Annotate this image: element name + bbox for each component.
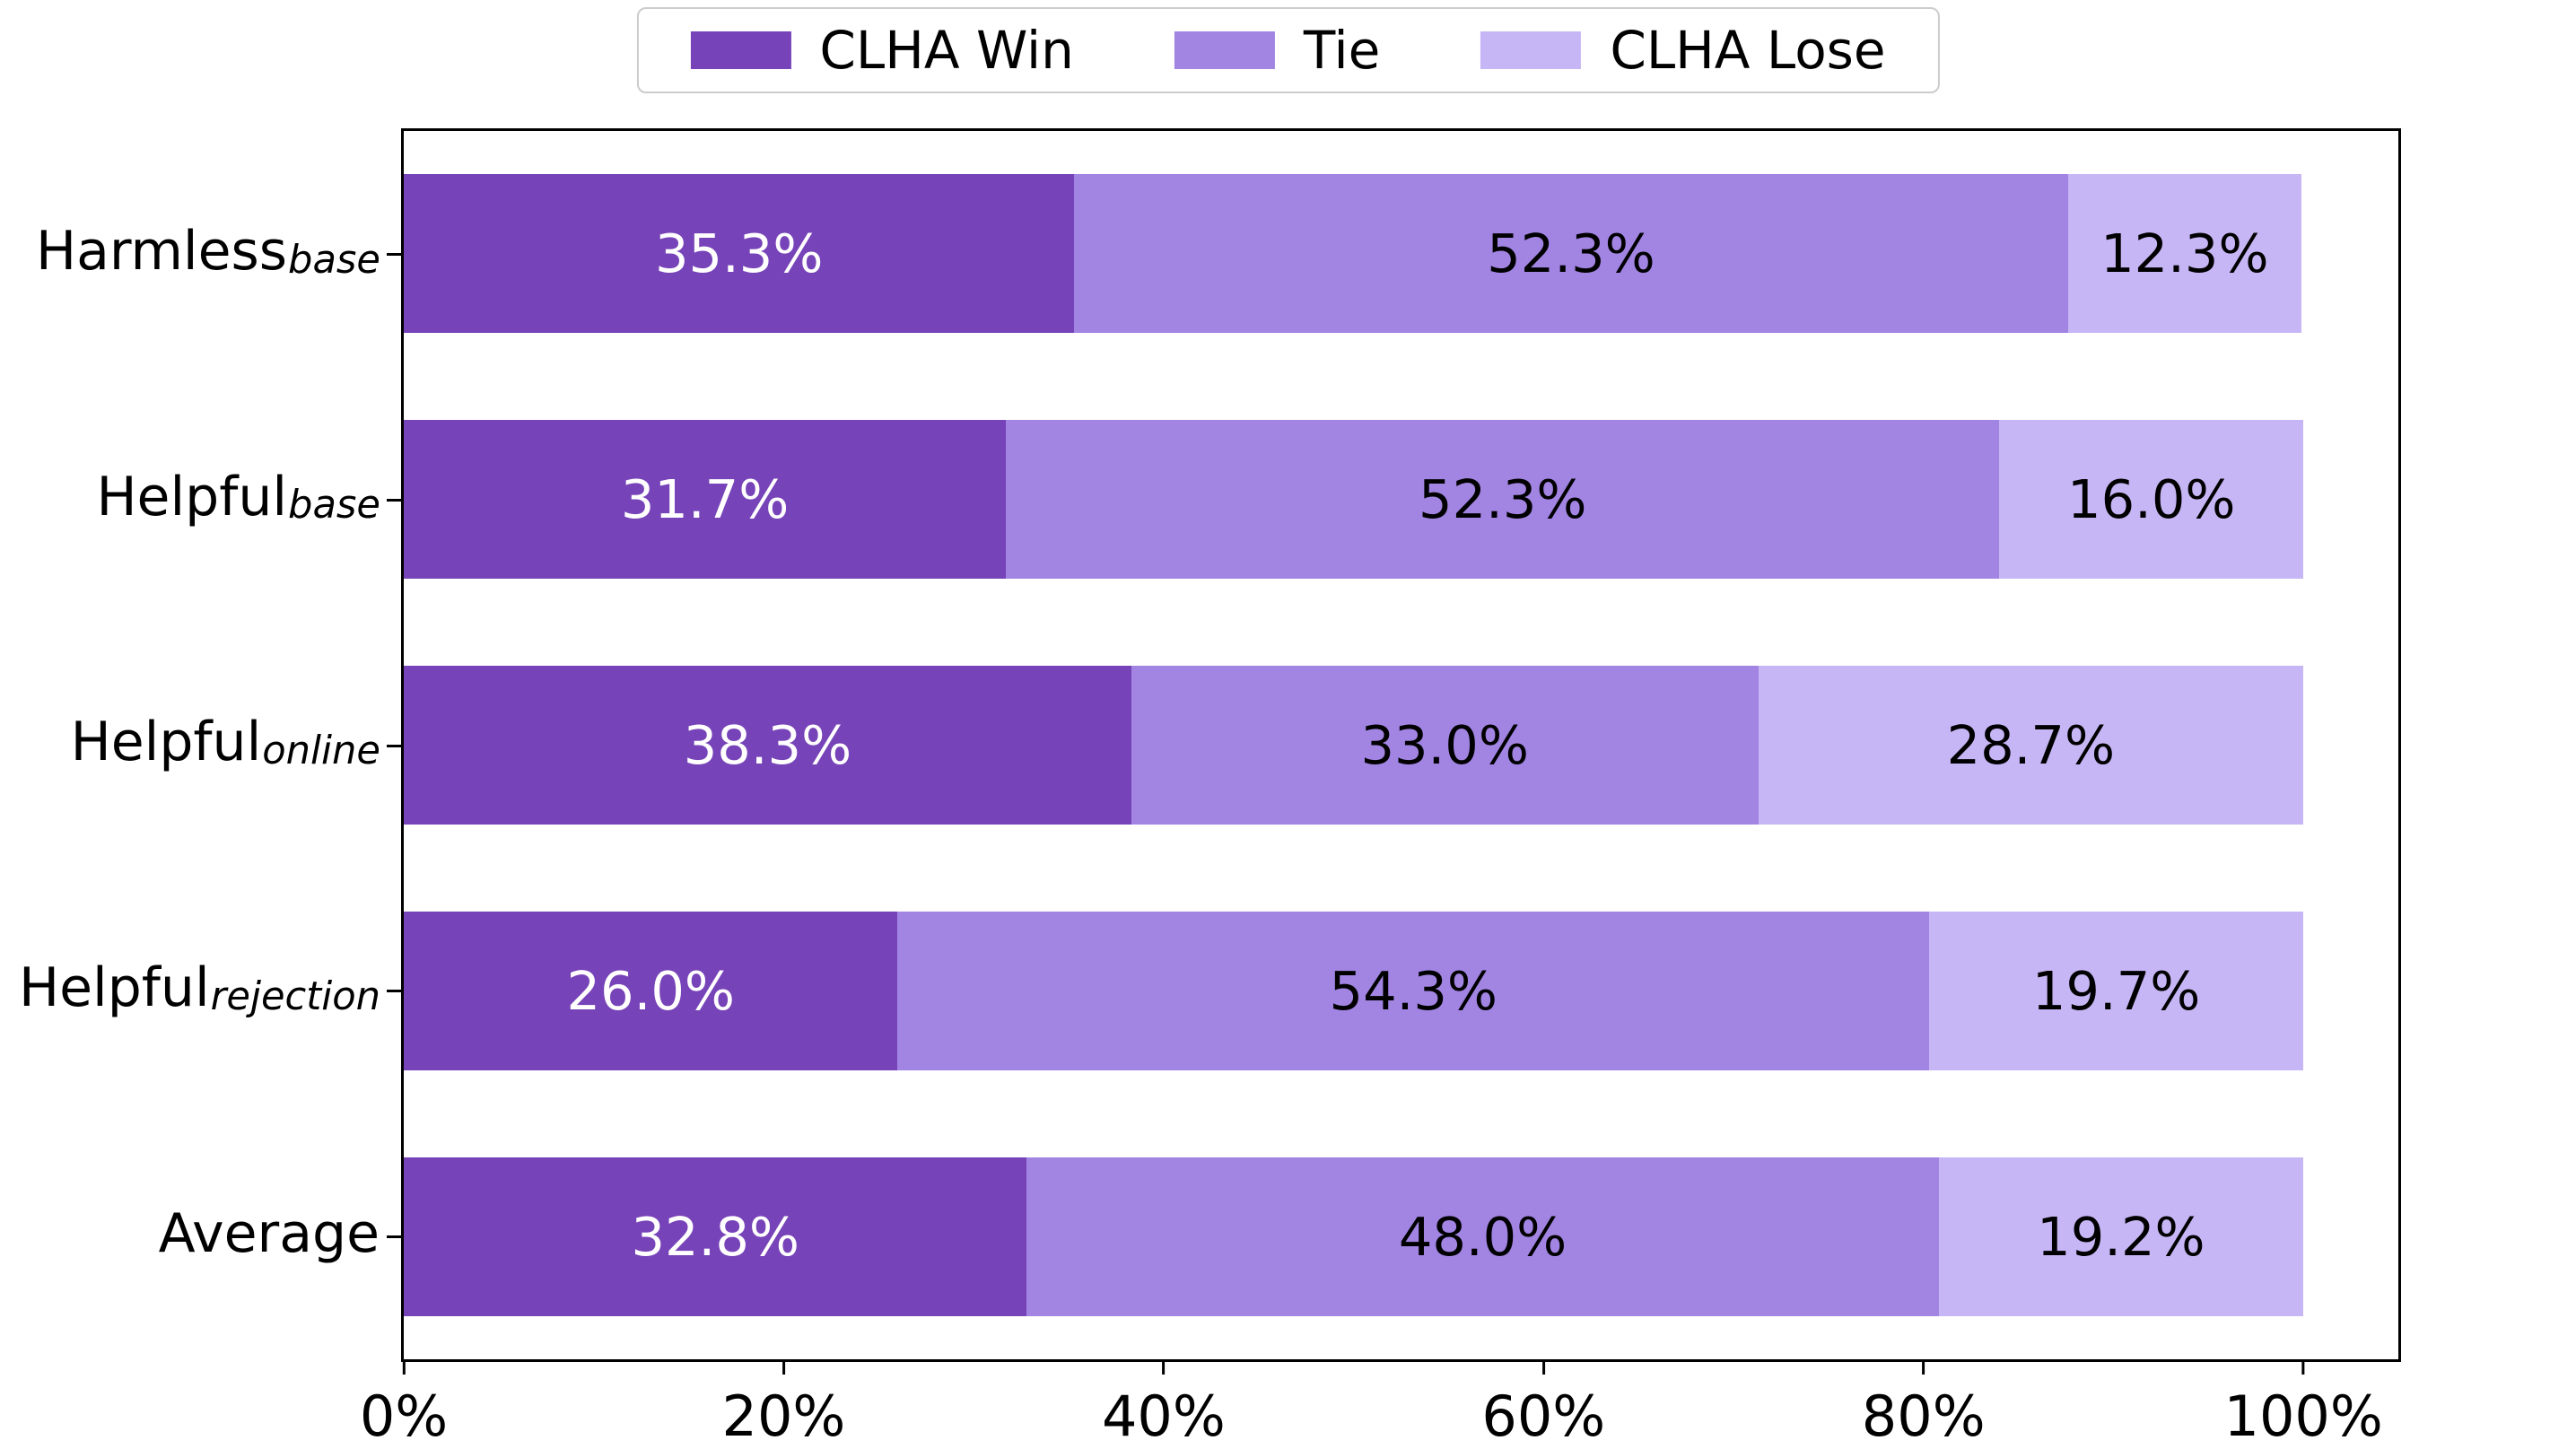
value-label: 12.3% (2100, 223, 2269, 285)
legend-item-clha-win: CLHA Win (690, 24, 1074, 76)
x-tick-60: 60% (1481, 1359, 1605, 1445)
category-label-helpful-online: Helpful online (0, 620, 380, 866)
stacked-bar: 32.8% 48.0% 19.2% (404, 1157, 2398, 1316)
x-tick-80: 80% (1862, 1359, 1986, 1445)
category-text: Harmless (35, 219, 288, 283)
y-tick-mark (387, 1235, 401, 1239)
category-subscript: online (262, 729, 380, 774)
x-tick-40: 40% (1102, 1359, 1226, 1445)
value-label: 32.8% (631, 1205, 799, 1268)
bar-segment-clha-win: 32.8% (404, 1157, 1027, 1316)
value-label: 35.3% (654, 223, 824, 285)
bar-segment-tie: 48.0% (1026, 1157, 1939, 1316)
bar-segment-tie: 52.3% (1006, 420, 2000, 580)
x-tick-mark (2301, 1359, 2305, 1375)
category-label-average: Average (0, 1111, 380, 1357)
value-label: 52.3% (1487, 223, 1655, 285)
tie-color-swatch (1174, 31, 1275, 69)
bar-segment-clha-win: 31.7% (404, 420, 1007, 580)
x-tick-label: 100% (2223, 1384, 2383, 1449)
value-label: 54.3% (1329, 959, 1498, 1022)
value-label: 52.3% (1419, 468, 1587, 531)
y-axis-labels: Harmless base Helpful base Helpful online H… (0, 128, 380, 1357)
value-label: 19.7% (2031, 959, 2201, 1022)
x-tick-0: 0% (360, 1359, 448, 1445)
bar-row-helpful-base: 31.7% 52.3% 16.0% (404, 377, 2398, 623)
x-tick-mark (1922, 1359, 1925, 1375)
y-tick-mark (387, 252, 401, 256)
category-subscript: base (288, 483, 380, 528)
bar-segment-tie: 33.0% (1131, 665, 1759, 825)
category-label-harmless-base: Harmless base (0, 128, 380, 374)
category-text: Helpful (19, 956, 210, 1020)
bar-segment-tie: 52.3% (1074, 174, 2068, 334)
x-tick-label: 0% (359, 1384, 449, 1449)
bar-segment-clha-win: 38.3% (404, 665, 1131, 825)
bar-segment-clha-win: 26.0% (404, 911, 898, 1070)
category-label-helpful-rejection: Helpful rejection (0, 865, 380, 1111)
bar-segment-clha-lose: 16.0% (1999, 420, 2304, 580)
category-text: Helpful (70, 711, 262, 774)
category-subscript: rejection (210, 974, 380, 1020)
x-tick-label: 80% (1861, 1384, 1986, 1449)
legend: CLHA Win Tie CLHA Lose (636, 7, 1940, 93)
category-label-helpful-base: Helpful base (0, 374, 380, 620)
legend-label-clha-lose: CLHA Lose (1610, 20, 1886, 81)
stacked-bar: 26.0% 54.3% 19.7% (404, 911, 2398, 1070)
bar-row-helpful-online: 38.3% 33.0% 28.7% (404, 623, 2398, 869)
category-subscript: base (288, 237, 380, 283)
category-text: Average (158, 1202, 380, 1266)
legend-label-clha-win: CLHA Win (819, 20, 1074, 81)
stacked-bar: 35.3% 52.3% 12.3% (404, 174, 2398, 334)
x-tick-100: 100% (2224, 1359, 2383, 1445)
x-tick-label: 40% (1101, 1384, 1226, 1449)
bar-segment-clha-lose: 12.3% (2067, 174, 2302, 334)
bar-row-average: 32.8% 48.0% 19.2% (404, 1113, 2398, 1359)
category-text: Helpful (96, 465, 288, 528)
x-tick-label: 60% (1481, 1384, 1606, 1449)
value-label: 38.3% (683, 713, 852, 776)
clha-win-color-swatch (690, 31, 791, 69)
bar-segment-clha-lose: 28.7% (1758, 665, 2304, 825)
value-label: 19.2% (2037, 1205, 2205, 1268)
y-tick-mark (387, 744, 401, 747)
bar-segment-clha-lose: 19.2% (1938, 1157, 2304, 1316)
x-tick-20: 20% (721, 1359, 846, 1449)
legend-item-tie: Tie (1174, 24, 1380, 76)
plot-area: 35.3% 52.3% 12.3% 31.7% 52.3% 16.0% 38.3… (360, 128, 2401, 1445)
bar-row-harmless-base: 35.3% 52.3% 12.3% (404, 131, 2398, 377)
x-tick-mark (782, 1359, 785, 1375)
x-tick-label: 20% (721, 1384, 846, 1449)
bar-segment-tie: 54.3% (897, 911, 1930, 1070)
stacked-bar: 31.7% 52.3% 16.0% (404, 420, 2398, 580)
bar-segment-clha-win: 35.3% (404, 174, 1075, 334)
bar-row-helpful-rejection: 26.0% 54.3% 19.7% (404, 868, 2398, 1113)
x-tick-mark (1541, 1359, 1545, 1375)
clha-lose-color-swatch (1480, 31, 1582, 69)
value-label: 48.0% (1398, 1205, 1567, 1268)
x-tick-mark (1162, 1359, 1166, 1375)
value-label: 26.0% (566, 959, 735, 1022)
legend-item-clha-lose: CLHA Lose (1480, 20, 1886, 81)
legend-label-tie: Tie (1303, 20, 1381, 81)
bar-rows: 35.3% 52.3% 12.3% 31.7% 52.3% 16.0% 38.3… (404, 131, 2398, 1359)
value-label: 31.7% (620, 468, 790, 531)
value-label: 16.0% (2067, 468, 2236, 531)
value-label: 33.0% (1360, 713, 1529, 776)
bar-segment-clha-lose: 19.7% (1929, 911, 2304, 1070)
stacked-bar: 38.3% 33.0% 28.7% (404, 665, 2398, 825)
value-label: 28.7% (1946, 713, 2116, 776)
y-tick-mark (387, 990, 401, 993)
x-tick-mark (402, 1359, 406, 1375)
y-tick-mark (387, 498, 401, 502)
